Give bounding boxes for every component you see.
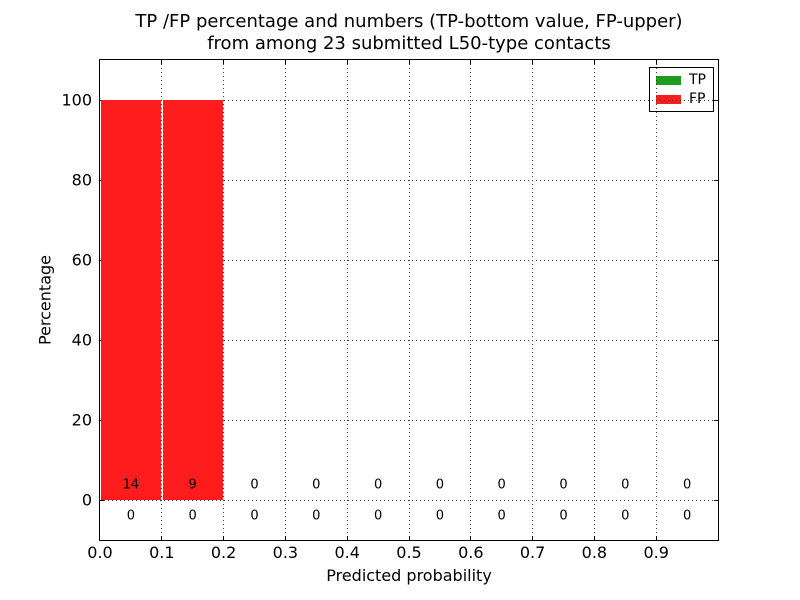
chart-title-line2: from among 23 submitted L50-type contact… [207, 33, 611, 54]
x-tick-mark-bottom [532, 536, 534, 540]
chart-title-line1: TP /FP percentage and numbers (TP-bottom… [135, 11, 683, 32]
y-tick-label: 100 [61, 90, 92, 110]
tp-count-label: 0 [312, 508, 321, 524]
y-tick-label: 80 [71, 170, 92, 190]
x-tick-mark-top [532, 60, 534, 64]
x-tick-label: 0.1 [149, 543, 175, 562]
tp-count-label: 0 [497, 508, 506, 524]
x-tick-label: 0.6 [458, 543, 484, 562]
x-tick-mark-bottom [161, 536, 163, 540]
legend: TP FP [649, 67, 714, 112]
fp-count-label: 0 [559, 477, 568, 493]
y-tick-mark-right [714, 419, 718, 421]
x-tick-label: 0.0 [87, 543, 113, 562]
tp-legend-swatch-icon [656, 75, 681, 85]
tp-count-label: 0 [188, 508, 197, 524]
y-tick-mark-right [714, 339, 718, 341]
gridline-v [408, 60, 410, 540]
fp-count-label: 0 [312, 477, 321, 493]
x-tick-mark-bottom [408, 536, 410, 540]
y-tick-label: 60 [71, 250, 92, 270]
fp-count-label: 0 [682, 477, 692, 493]
chart-title: TP /FP percentage and numbers (TP-bottom… [100, 11, 718, 55]
fp-count-label: 0 [497, 477, 506, 493]
fp-count-label: 0 [621, 477, 630, 493]
x-tick-mark-bottom [593, 536, 595, 540]
y-tick-label: 40 [71, 330, 92, 350]
tp-count-label: 0 [126, 508, 136, 524]
legend-item-fp: FP [656, 92, 706, 106]
x-tick-label: 0.5 [396, 543, 422, 562]
gridline-v [532, 60, 534, 540]
fp-count-label: 9 [188, 477, 197, 493]
x-axis-label: Predicted probability [326, 566, 492, 585]
fp-count-label: 0 [373, 477, 383, 493]
gridline-v [593, 60, 595, 540]
fp-count-label: 0 [250, 477, 259, 493]
gridline-v [470, 60, 472, 540]
y-tick-label: 0 [81, 490, 92, 510]
y-tick-label: 20 [71, 410, 92, 430]
x-tick-mark-top [346, 60, 348, 64]
x-tick-label: 0.4 [334, 543, 360, 562]
y-tick-mark-right [714, 179, 718, 181]
legend-label-tp: TP [689, 72, 706, 88]
tp-count-label: 0 [435, 508, 445, 524]
x-tick-mark-top [284, 60, 286, 64]
x-tick-label: 0.7 [519, 543, 546, 562]
x-tick-mark-top [161, 60, 163, 64]
tp-count-label: 0 [250, 508, 259, 524]
x-tick-mark-bottom [470, 536, 472, 540]
x-tick-mark-top [223, 60, 225, 64]
x-tick-label: 0.8 [581, 543, 608, 562]
gridline-v [161, 60, 163, 540]
plot-area: TP FP 0 0 0 0 0 0 0 0 0 0 14 9 0 0 0 0 0 0 0 0 [99, 59, 719, 541]
fp-legend-swatch-icon [656, 94, 681, 104]
x-tick-mark-bottom [284, 536, 286, 540]
fp-bar [101, 100, 161, 500]
fp-count-label: 14 [122, 477, 140, 493]
x-tick-label: 0.3 [272, 543, 299, 562]
tp-count-label: 0 [682, 508, 692, 524]
y-tick-mark-right [714, 499, 718, 501]
tp-count-label: 0 [559, 508, 568, 524]
x-tick-mark-bottom [346, 536, 348, 540]
y-tick-mark-left [100, 499, 104, 501]
x-tick-mark-top [470, 60, 472, 64]
y-tick-mark-right [714, 99, 718, 101]
gridline-v [655, 60, 657, 540]
x-tick-mark-top [593, 60, 595, 64]
x-tick-label: 0.2 [210, 543, 237, 562]
x-tick-mark-bottom [655, 536, 657, 540]
x-tick-mark-top [655, 60, 657, 64]
tp-count-label: 0 [621, 508, 630, 524]
gridline-v [284, 60, 286, 540]
x-tick-mark-top [408, 60, 410, 64]
y-tick-mark-right [714, 259, 718, 261]
gridline-v [346, 60, 348, 540]
gridline-v [223, 60, 225, 540]
x-tick-mark-bottom [223, 536, 225, 540]
legend-item-tp: TP [656, 73, 706, 87]
tp-count-label: 0 [373, 508, 383, 524]
fp-count-label: 0 [435, 477, 445, 493]
legend-label-fp: FP [689, 91, 706, 107]
x-tick-label: 0.9 [643, 543, 669, 562]
fp-bar [162, 100, 223, 500]
